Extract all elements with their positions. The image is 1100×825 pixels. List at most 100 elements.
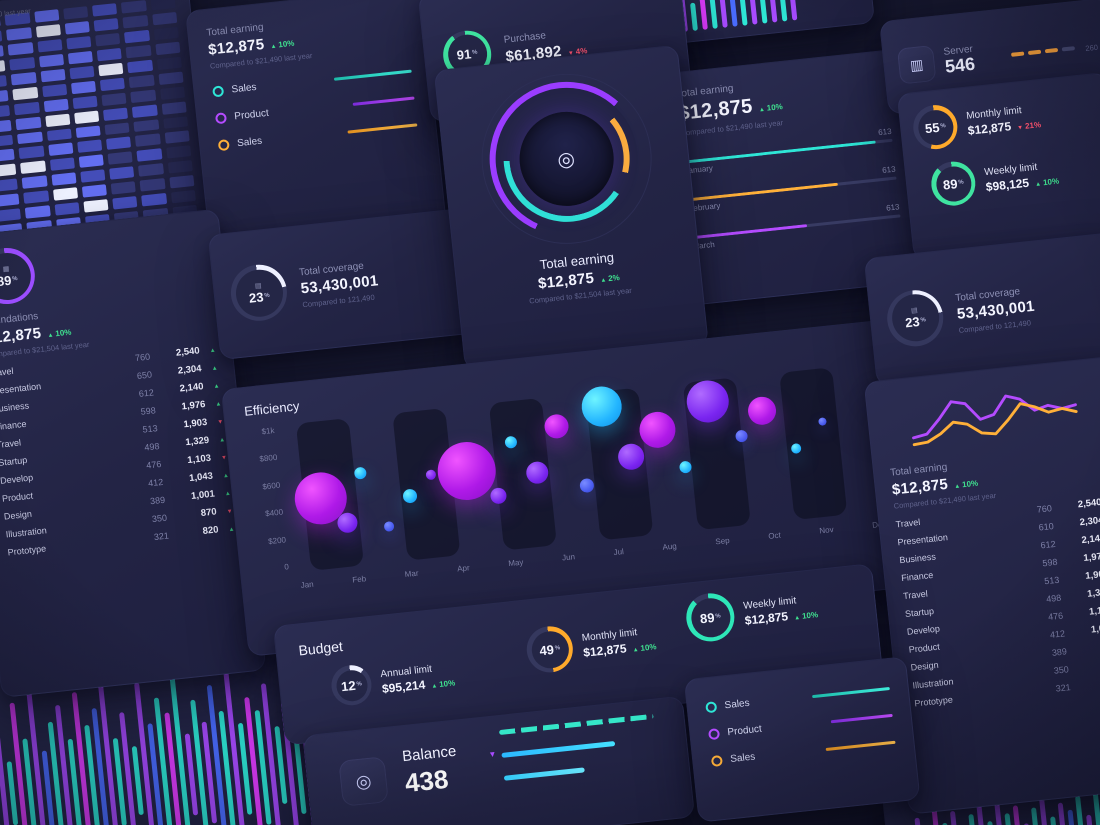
x-axis-tick: Oct [767, 530, 782, 541]
weekly-limit-group[interactable]: 89 Weekly limit $12,875 10% [683, 582, 820, 644]
monthly-limit-donut: 55 [911, 102, 960, 152]
heatmap-cell [44, 113, 71, 127]
trend-line [912, 394, 1077, 440]
trend-arrow-icon [207, 380, 222, 390]
heatmap-cell [164, 130, 190, 145]
weekly-limit-row[interactable]: 89 Weekly limit $98,125 10% [929, 146, 1100, 208]
legend-dot-icon [214, 112, 228, 125]
balance-lines: ▼ [488, 709, 673, 796]
legend-item[interactable]: Sales [710, 737, 896, 768]
heatmap-cell [81, 184, 108, 198]
card-total-coverage-left[interactable]: ▤ 23 Total coverage 53,430,001 Compared … [207, 206, 489, 361]
spark-bar [768, 0, 778, 23]
server-load-segments [1011, 46, 1076, 57]
row-value-1: 498 [143, 440, 160, 453]
heatmap-cell [125, 44, 152, 59]
row-value-2: 2,304 [1079, 514, 1100, 529]
server-caption: 260 [1084, 42, 1099, 54]
weekly-limit-donut: 89 [683, 590, 737, 644]
card-earning-gauge[interactable]: ◎ Total earning $12,875 2% Compared to $… [433, 44, 709, 371]
card-legend-bottom[interactable]: Sales Product Sales [683, 656, 921, 823]
heatmap-cell [130, 89, 156, 103]
annual-limit-group[interactable]: 12 Annual limit $95,214 10% [329, 655, 456, 708]
row-value-1: 498 [1045, 592, 1062, 604]
heatmap-cell [0, 119, 12, 133]
legend-dot-icon [708, 728, 721, 741]
y-axis-tick: $200 [267, 534, 287, 546]
heatmap-cell [0, 134, 14, 148]
heatmap-cell [67, 50, 94, 65]
donut-percent: 23 [904, 314, 927, 330]
row-value-1: 513 [142, 422, 159, 435]
server-load-dash [1011, 51, 1025, 57]
donut-percent: 89 [942, 176, 964, 192]
heatmap-cell [47, 142, 74, 157]
heatmap-cell [99, 77, 126, 91]
heatmap-cell [0, 149, 16, 163]
heatmap-cell [140, 178, 166, 192]
server-load-dash [1045, 47, 1059, 54]
monthly-limit-group[interactable]: 49 Monthly limit $12,875 10% [524, 615, 658, 675]
y-axis-tick: $800 [259, 453, 278, 464]
legend-label: Sales [231, 81, 258, 96]
row-value-1: 760 [1036, 502, 1053, 515]
card-title: Budget [297, 637, 344, 659]
row-value-2: 1,976 [1082, 550, 1100, 565]
heatmap-cell [0, 89, 9, 104]
heatmap-cell [64, 21, 90, 35]
spark-bar [777, 0, 788, 22]
row-value-2: 1,903 [182, 416, 208, 431]
heatmap-cell [78, 154, 104, 169]
donut-percent: 23 [248, 289, 270, 305]
row-value-1: 389 [149, 494, 166, 506]
heatmap-cell [155, 41, 181, 55]
delta-badge: 10% [1035, 176, 1060, 187]
trend-arrow-icon [203, 344, 218, 354]
spark-bar [914, 817, 928, 825]
legend-spark-line [347, 123, 418, 134]
spark-bar [718, 0, 728, 28]
heatmap-cell [49, 157, 75, 172]
heatmap-cell [151, 11, 178, 26]
row-value-1: 598 [1041, 556, 1058, 568]
heatmap-cell [73, 110, 100, 124]
delta-badge: 2% [600, 273, 620, 284]
card-limits[interactable]: 55 Monthly limit $12,875 21% 89 Weekly l… [896, 71, 1100, 262]
x-axis-tick: Jan [300, 579, 315, 590]
legend-item[interactable]: Sales [212, 66, 412, 98]
x-axis-tick: Jul [613, 547, 625, 558]
balance-title: Balance [401, 742, 458, 766]
legend-label: Sales [724, 697, 751, 712]
earning-value: $12,875 [207, 35, 266, 59]
row-value-1: 476 [1047, 610, 1064, 622]
heatmap-cell [66, 35, 92, 50]
delta-badge: 10% [758, 102, 783, 113]
heatmap-cell [161, 100, 187, 115]
heatmap-cell [129, 74, 155, 88]
monthly-limit-row[interactable]: 55 Monthly limit $12,875 21% [911, 88, 1100, 152]
plot-band [778, 367, 848, 521]
gauge-value: $12,875 [537, 269, 596, 293]
row-value-2: 1,329 [184, 434, 210, 449]
limit-value: $12,875 [744, 608, 789, 628]
y-axis-tick: 0 [283, 562, 290, 572]
row-value-2: 1,043 [188, 470, 214, 485]
earning-gauge: ◎ [472, 65, 660, 253]
heatmap-cell [127, 59, 153, 73]
legend-item[interactable]: Product [708, 710, 893, 741]
heatmap-cell [38, 53, 64, 68]
heatmap-cell [0, 163, 17, 178]
heatmap-cell [40, 68, 66, 83]
legend-item[interactable]: Sales [705, 683, 890, 714]
earning-value: $12,875 [891, 475, 949, 499]
heatmap-cell [158, 71, 184, 85]
legend-item[interactable]: Sales [217, 119, 418, 152]
row-value-1: 350 [151, 512, 168, 524]
legend-item[interactable]: Product [214, 92, 415, 125]
server-load-dash [1028, 49, 1042, 55]
heatmap-cell [132, 104, 158, 118]
row-value-2: 1,103 [186, 452, 212, 467]
balance-icon: ◎ [338, 756, 389, 807]
row-value-1: 612 [138, 386, 155, 399]
heatmap-cell [124, 29, 150, 44]
